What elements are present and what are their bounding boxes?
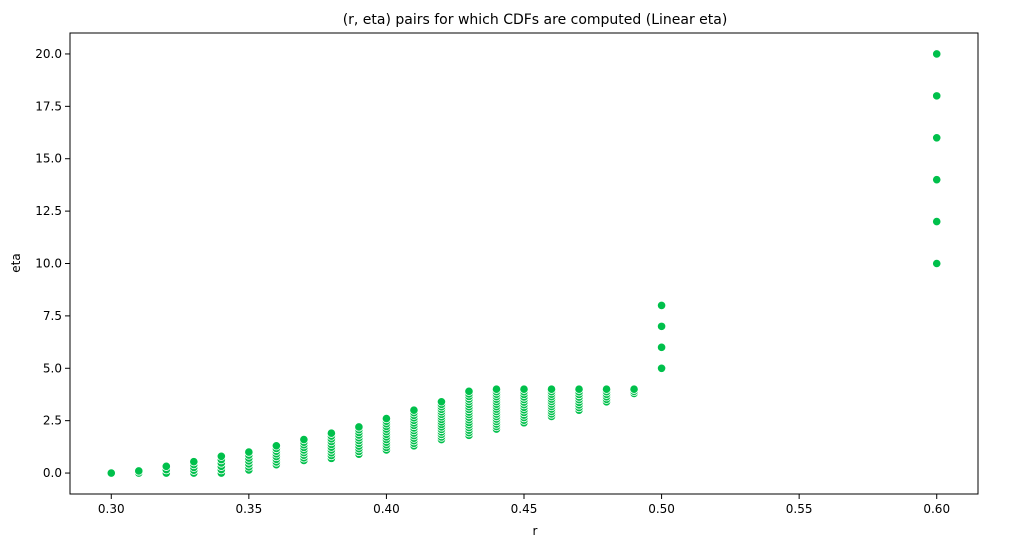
data-point	[574, 384, 584, 394]
x-axis-ticks: 0.30 0.35 0.40 0.45 0.50 0.55 0.60	[98, 494, 950, 516]
y-axis-ticks: 0.0 2.5 5.0 7.5 10.0 12.5 15.0 17.5 20.0	[35, 47, 70, 480]
data-point	[656, 300, 667, 311]
y-tick-label: 5.0	[43, 361, 62, 375]
data-point	[354, 422, 364, 432]
data-point	[216, 451, 226, 461]
y-tick-label: 15.0	[35, 152, 62, 166]
x-tick-label: 0.30	[98, 502, 125, 516]
y-tick-label: 0.0	[43, 466, 62, 480]
data-point	[629, 384, 639, 394]
x-tick-label: 0.55	[786, 502, 813, 516]
data-point	[436, 397, 447, 407]
data-point	[409, 405, 419, 415]
x-axis-label: r	[533, 524, 538, 538]
x-tick-label: 0.45	[511, 502, 538, 516]
data-point	[932, 91, 942, 101]
data-point	[189, 457, 199, 467]
data-point	[326, 428, 336, 438]
plot-frame	[69, 32, 979, 495]
x-tick-label: 0.35	[235, 502, 262, 516]
data-point	[519, 384, 529, 394]
y-tick-label: 2.5	[43, 414, 62, 428]
data-point	[106, 468, 116, 478]
data-point	[271, 441, 281, 451]
data-point	[932, 175, 942, 185]
data-point	[601, 384, 612, 394]
y-tick-label: 20.0	[35, 47, 62, 61]
data-point	[932, 49, 942, 59]
chart-title: (r, eta) pairs for which CDFs are comput…	[343, 12, 728, 28]
data-point	[656, 363, 667, 373]
x-tick-label: 0.50	[648, 502, 675, 516]
data-point	[134, 466, 144, 476]
data-point	[932, 216, 942, 227]
y-tick-label: 12.5	[35, 204, 62, 218]
data-point	[464, 386, 474, 396]
data-point	[491, 384, 502, 394]
x-tick-label: 0.60	[923, 502, 950, 516]
y-tick-label: 17.5	[35, 99, 62, 113]
x-tick-label: 0.40	[373, 502, 400, 516]
y-tick-label: 7.5	[43, 309, 62, 323]
scatter-points	[106, 49, 942, 478]
data-point	[244, 447, 254, 457]
data-point	[381, 413, 392, 424]
data-point	[299, 434, 309, 445]
data-point	[656, 342, 667, 352]
data-point	[656, 321, 667, 331]
y-tick-label: 10.0	[35, 257, 62, 271]
data-point	[161, 461, 171, 471]
y-axis-label: eta	[9, 253, 23, 272]
data-point	[932, 258, 942, 269]
data-point	[932, 133, 942, 143]
data-point	[546, 384, 557, 394]
